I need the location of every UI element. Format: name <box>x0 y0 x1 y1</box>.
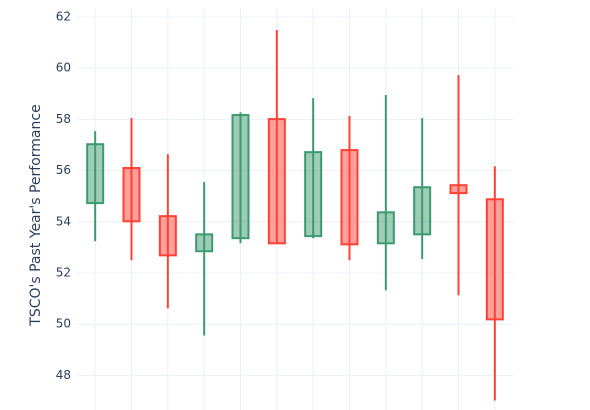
candle-body <box>304 151 323 238</box>
y-tick-label: 50 <box>56 317 71 331</box>
candle-body <box>413 186 432 236</box>
candle-body <box>158 215 177 257</box>
candle-body <box>195 233 214 253</box>
candle-body <box>340 149 359 246</box>
y-tick-label: 48 <box>56 368 71 382</box>
candle-body <box>86 143 105 205</box>
y-tick-label: 54 <box>56 214 71 228</box>
y-tick-label: 60 <box>56 61 71 75</box>
candle-body <box>485 198 504 321</box>
y-tick-label: 62 <box>56 9 71 23</box>
candle-body <box>449 184 468 195</box>
candle-body <box>231 114 250 240</box>
candle-body <box>376 211 395 245</box>
y-axis-title: TSCO's Past Year's Performance <box>28 104 44 326</box>
y-tick-label: 52 <box>56 266 71 280</box>
candle-body <box>122 167 141 223</box>
candle-body <box>267 118 286 245</box>
y-tick-label: 58 <box>56 112 71 126</box>
y-tick-label: 56 <box>56 163 71 177</box>
